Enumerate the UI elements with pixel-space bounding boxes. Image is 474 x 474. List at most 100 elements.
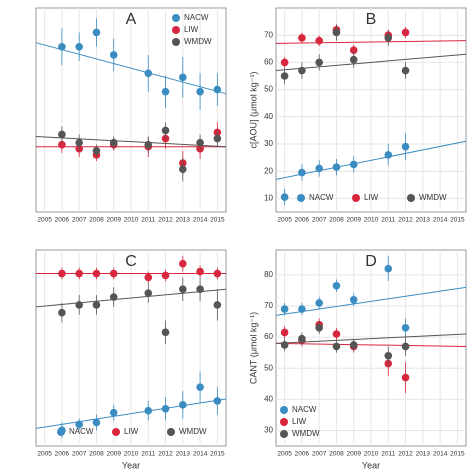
trend-line [275, 286, 467, 316]
y-tick-label: 40 [264, 394, 273, 403]
x-tick-label: 2008 [329, 451, 344, 458]
x-tick-label: 2012 [398, 451, 413, 458]
x-tick-label: 2007 [72, 451, 87, 458]
data-point [349, 46, 358, 54]
data-point [161, 328, 170, 337]
data-point [161, 271, 170, 280]
x-tick-label: 2008 [89, 451, 104, 458]
x-tick-label: 2007 [312, 217, 327, 224]
data-point [315, 299, 323, 307]
legend-label: NACW [69, 427, 94, 436]
data-point [144, 140, 153, 149]
data-point [92, 269, 101, 278]
data-point [58, 42, 66, 51]
legend-label: LIW [364, 193, 379, 202]
data-point [401, 66, 410, 75]
x-tick-label: 2013 [416, 451, 431, 458]
legend-swatch [167, 428, 175, 436]
data-point [315, 58, 323, 67]
data-point [109, 269, 118, 278]
data-point [280, 72, 289, 80]
legend-swatch [112, 428, 120, 436]
x-tick-label: 2006 [55, 217, 70, 224]
data-point [75, 269, 83, 278]
data-point [58, 269, 66, 278]
legend-swatch [172, 26, 180, 34]
data-point [109, 51, 118, 59]
data-point [92, 418, 101, 427]
panel-label: D [365, 253, 377, 270]
x-tick-label: 2012 [158, 217, 173, 224]
y-tick-label: 40 [264, 112, 273, 121]
legend-label: LIW [184, 25, 199, 34]
x-tick-label: 2008 [329, 217, 344, 224]
x-tick-label: 2011 [141, 217, 155, 224]
x-tick-label: 2009 [346, 451, 361, 458]
trend-line [275, 140, 467, 180]
legend-swatch [407, 194, 415, 202]
data-point [161, 87, 170, 96]
data-point [280, 341, 289, 349]
x-tick-label: 2015 [210, 451, 225, 458]
data-point [280, 193, 289, 201]
panel-label: B [366, 11, 377, 28]
legend-swatch [172, 38, 180, 46]
x-tick-label: 2015 [210, 217, 225, 224]
data-point [213, 134, 222, 143]
data-point [92, 28, 101, 37]
trend-line [35, 42, 227, 95]
data-point [92, 147, 101, 155]
panel-label: A [126, 11, 137, 28]
x-tick-label: 2005 [277, 217, 292, 224]
data-point [332, 330, 341, 338]
x-tick-label: 2005 [37, 217, 52, 224]
data-point [58, 140, 66, 149]
legend-swatch [297, 194, 305, 202]
data-point [196, 383, 204, 392]
y-tick-label: 60 [264, 58, 273, 67]
x-tick-label: 2012 [158, 451, 173, 458]
x-tick-label: 2011 [141, 451, 155, 458]
data-point [196, 138, 204, 147]
x-tick-label: 2010 [124, 217, 139, 224]
data-point [384, 151, 393, 159]
x-tick-label: 2009 [346, 217, 361, 224]
panel-label: C [125, 253, 137, 270]
legend-swatch [280, 430, 288, 438]
y-tick-label: 50 [264, 85, 273, 94]
data-point [213, 269, 222, 278]
data-point [109, 138, 118, 147]
data-point [298, 34, 306, 42]
data-point [280, 328, 289, 337]
trend-line [35, 136, 227, 148]
data-point [401, 342, 410, 351]
data-point [280, 58, 289, 67]
legend-swatch [280, 406, 288, 414]
trend-line [275, 342, 467, 347]
legend-label: WMDW [179, 427, 207, 436]
y-tick-label: 70 [264, 30, 273, 39]
data-point [332, 342, 341, 351]
y-axis-label: c[AOU] (μmol kg⁻¹) [248, 72, 258, 149]
data-point [280, 305, 289, 313]
data-point [75, 42, 83, 51]
data-point [179, 259, 187, 268]
x-tick-label: 2010 [364, 217, 379, 224]
x-tick-label: 2013 [176, 451, 191, 458]
data-point [298, 305, 306, 313]
data-point [179, 73, 187, 82]
x-tick-label: 2010 [364, 451, 379, 458]
trend-line [35, 398, 227, 429]
data-point [298, 334, 306, 343]
y-tick-label: 60 [264, 332, 273, 341]
y-axis-label: CANT (μmol kg⁻¹) [248, 312, 258, 384]
data-point [58, 308, 66, 317]
x-tick-label: 2014 [433, 451, 448, 458]
data-point [213, 85, 222, 94]
x-tick-label: 2012 [398, 217, 413, 224]
data-point [144, 289, 153, 297]
data-point [332, 281, 341, 290]
x-tick-label: 2005 [37, 451, 52, 458]
data-point [144, 273, 153, 282]
legend-swatch [280, 418, 288, 426]
